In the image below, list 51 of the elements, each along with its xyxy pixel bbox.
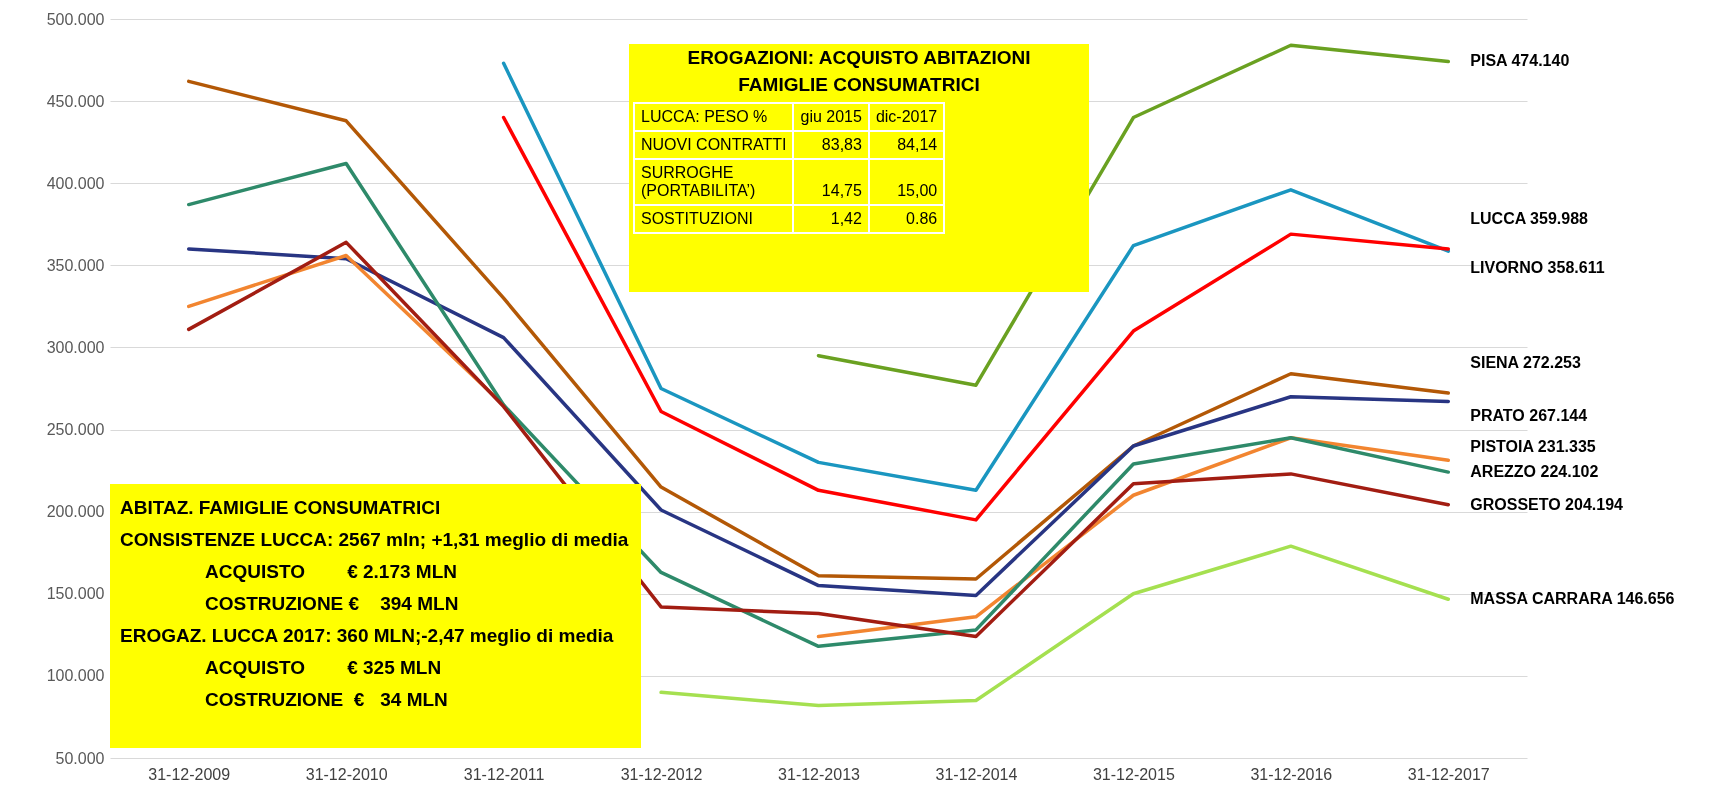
annotation: MASSA CARRARA 146.656 bbox=[1470, 590, 1675, 608]
x-tick-label: 31-12-2010 bbox=[305, 765, 388, 783]
annotation: NUOVI CONTRATTI bbox=[634, 131, 794, 159]
annotation: LIVORNO 358.611 bbox=[1470, 259, 1605, 277]
annotation: 0.86 bbox=[868, 205, 945, 233]
annotation: LUCCA 359.988 bbox=[1470, 209, 1589, 227]
annotation: ABITAZ. FAMIGLIE CONSUMATRICI bbox=[120, 497, 445, 518]
annotation: EROGAZ. LUCCA 2017: 360 MLN;-2,47 meglio di media bbox=[120, 625, 618, 646]
x-tick-label: 31-12-2009 bbox=[148, 765, 231, 783]
y-tick-label: 150.000 bbox=[46, 585, 105, 603]
annotation: 1,42 bbox=[793, 205, 869, 233]
annotation: ACQUISTO € 2.173 MLN bbox=[205, 561, 461, 582]
x-tick-label: 31-12-2013 bbox=[778, 765, 861, 783]
line-series bbox=[659, 544, 1451, 708]
annotation: AREZZO 224.102 bbox=[1470, 463, 1599, 481]
y-tick-label: 200.000 bbox=[46, 503, 105, 521]
annotation: PRATO 267.144 bbox=[1470, 407, 1588, 425]
x-tick-label: 31-12-2012 bbox=[620, 765, 703, 783]
annotation: COSTRUZIONE € 34 MLN bbox=[205, 689, 452, 710]
annotation: EROGAZIONI: ACQUISTO ABITAZIONI bbox=[686, 46, 1032, 70]
y-tick-label: 450.000 bbox=[46, 92, 105, 110]
annotation: 83,83 bbox=[793, 131, 869, 159]
x-tick-label: 31-12-2011 bbox=[463, 765, 545, 783]
annotation: dic-2017 bbox=[868, 103, 945, 131]
x-tick-label: 31-12-2017 bbox=[1407, 765, 1490, 783]
annotation: 14,75 bbox=[793, 159, 869, 205]
y-tick-label: 100.000 bbox=[46, 667, 105, 685]
y-tick-label: 350.000 bbox=[46, 256, 105, 274]
annotation: FAMIGLIE CONSUMATRICI bbox=[737, 73, 981, 97]
y-tick-label: 300.000 bbox=[46, 338, 105, 356]
y-tick-label: 250.000 bbox=[46, 421, 105, 439]
annotation: GROSSETO 204.194 bbox=[1470, 495, 1624, 513]
annotation: giu 2015 bbox=[793, 103, 869, 131]
annotation: SOSTITUZIONI bbox=[634, 205, 794, 233]
annotation: LUCCA: PESO % bbox=[634, 103, 794, 131]
annotation: (PORTABILITA’) bbox=[641, 182, 756, 199]
y-tick-label: 400.000 bbox=[46, 174, 105, 192]
annotation: 15,00 bbox=[868, 159, 945, 205]
y-tick-label: 50.000 bbox=[55, 749, 105, 767]
x-tick-label: 31-12-2015 bbox=[1092, 765, 1175, 783]
annotation: PISTOIA 231.335 bbox=[1470, 438, 1596, 456]
x-tick-label: 31-12-2016 bbox=[1250, 765, 1333, 783]
annotation: SIENA 272.253 bbox=[1470, 354, 1581, 372]
annotation: 84,14 bbox=[868, 131, 945, 159]
annotation: CONSISTENZE LUCCA: 2567 mln; +1,31 meglio di media bbox=[120, 529, 633, 550]
annotation: ACQUISTO € 325 MLN bbox=[205, 657, 446, 678]
annotation: SURROGHE bbox=[641, 164, 734, 181]
annotation: COSTRUZIONE € 394 MLN bbox=[205, 593, 463, 614]
annotation: PISA 474.140 bbox=[1470, 52, 1570, 70]
y-tick-label: 500.000 bbox=[46, 10, 105, 28]
x-tick-label: 31-12-2014 bbox=[935, 765, 1018, 783]
